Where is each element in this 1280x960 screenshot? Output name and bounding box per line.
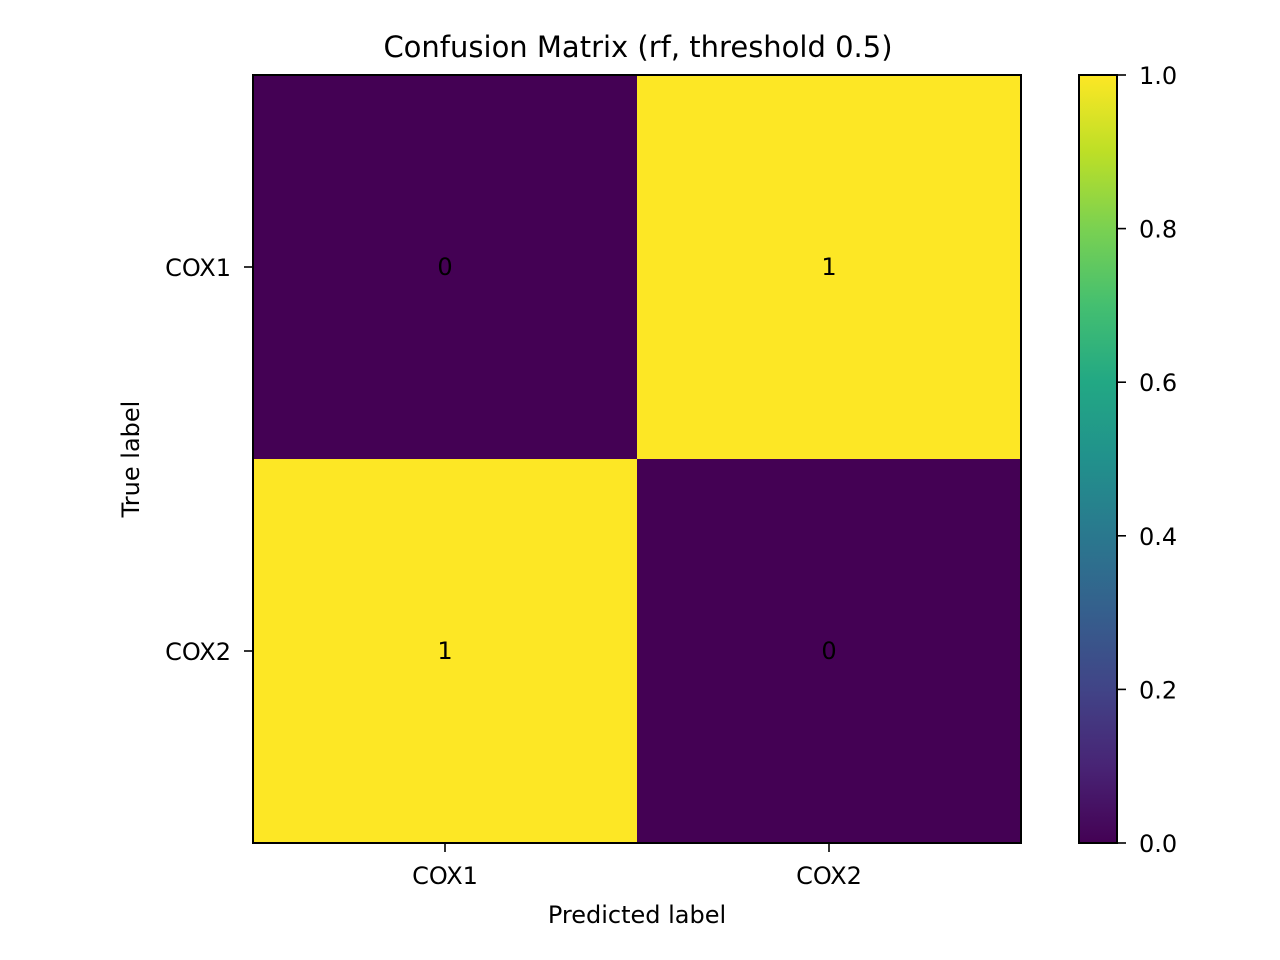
- chart-title: Confusion Matrix (rf, threshold 0.5): [383, 30, 892, 64]
- matrix-cell-label: 1: [821, 253, 836, 281]
- plot-frame: [252, 74, 1022, 844]
- colorbar-tick-label: 0.6: [1139, 369, 1177, 397]
- matrix-cell: [637, 459, 1021, 843]
- matrix-cell: [253, 459, 637, 843]
- matrix-cell-label: 0: [437, 253, 452, 281]
- x-tick-label: COX2: [796, 862, 862, 890]
- matrix-cell: [253, 75, 637, 459]
- matrix-cell: [637, 75, 1021, 459]
- y-tick-label: COX1: [165, 254, 231, 282]
- y-axis-label: True label: [117, 401, 145, 519]
- x-axis-label: Predicted label: [548, 901, 726, 929]
- colorbar-tick-label: 0.0: [1139, 830, 1177, 858]
- matrix-cell-labels: 0 1 1 0: [437, 253, 836, 665]
- colorbar-tick-label: 0.2: [1139, 676, 1177, 704]
- colorbar-tick-label: 0.4: [1139, 523, 1177, 551]
- colorbar-tick-label: 0.8: [1139, 216, 1177, 244]
- y-tick-label: COX2: [165, 638, 231, 666]
- matrix-cell-label: 1: [437, 637, 452, 665]
- colorbar-tick-label: 1.0: [1139, 62, 1177, 90]
- colorbar: [1078, 74, 1118, 844]
- x-axis-ticks: COX1 COX2: [412, 843, 862, 890]
- matrix-cell-label: 0: [821, 637, 836, 665]
- y-axis-ticks: COX1 COX2: [165, 254, 253, 666]
- matrix-cells: [253, 75, 1021, 843]
- colorbar-ticks: 0.0 0.2 0.4 0.6 0.8 1.0: [1117, 62, 1177, 858]
- x-tick-label: COX1: [412, 862, 478, 890]
